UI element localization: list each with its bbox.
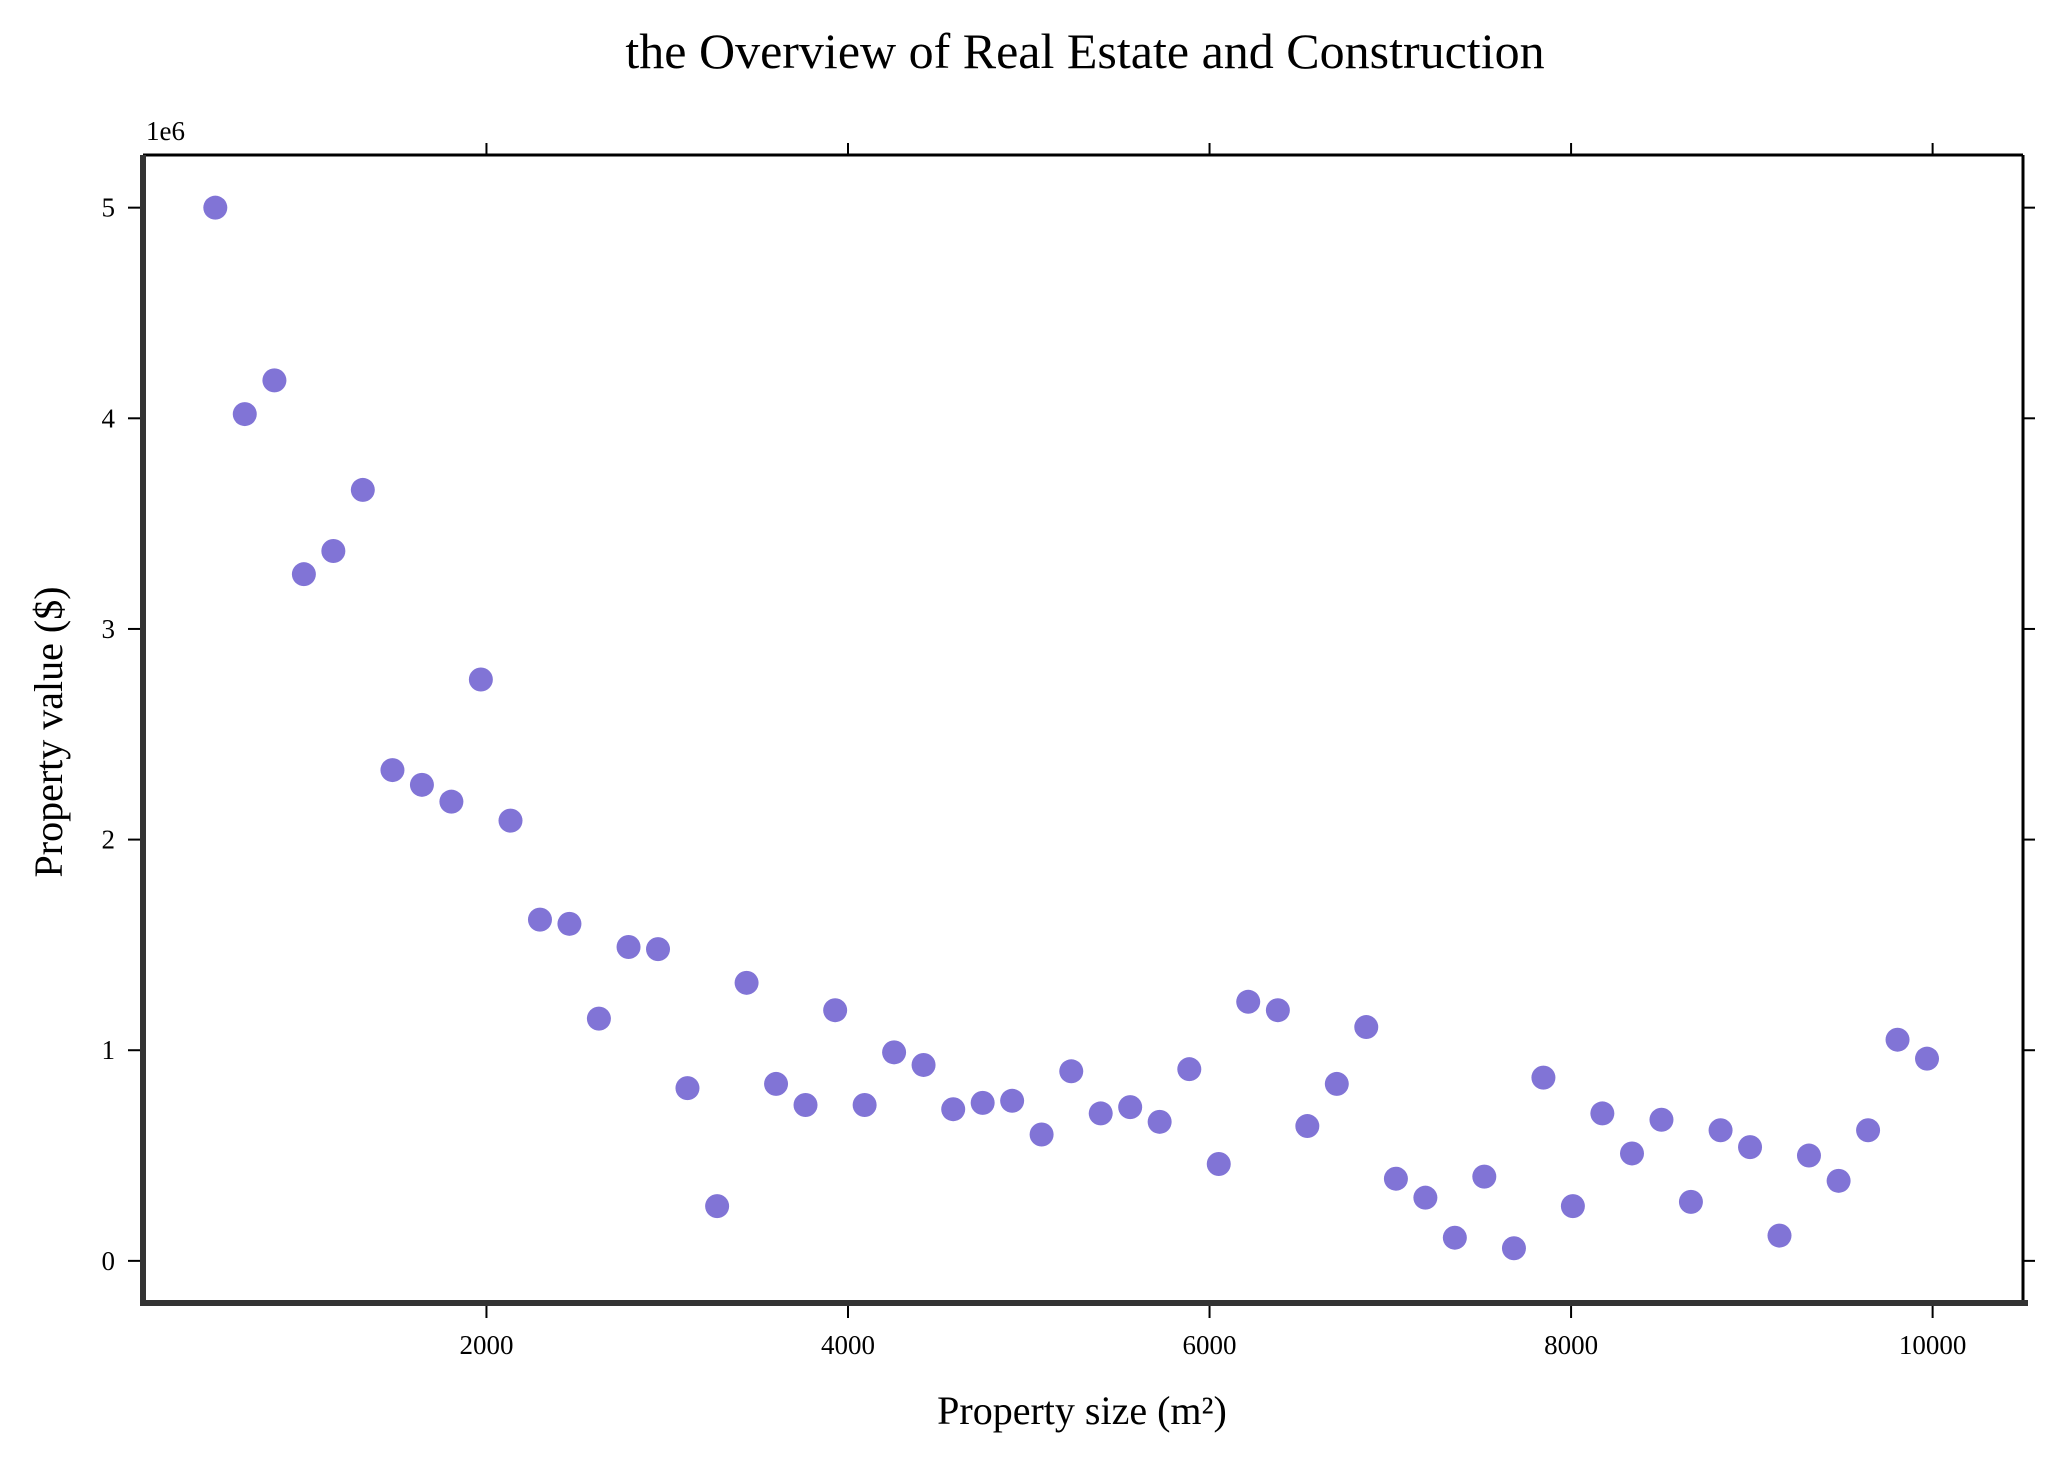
data-point bbox=[557, 911, 582, 936]
data-point bbox=[527, 907, 552, 932]
data-point bbox=[734, 970, 759, 995]
plot-frame bbox=[140, 153, 2028, 1306]
data-point bbox=[350, 477, 375, 502]
data-point bbox=[380, 758, 405, 783]
data-point bbox=[1649, 1107, 1674, 1132]
data-point bbox=[1738, 1135, 1763, 1160]
data-point bbox=[823, 998, 848, 1023]
data-point bbox=[1796, 1143, 1821, 1168]
x-axis: 2000 4000 6000 8000 10000 bbox=[459, 143, 1966, 1360]
data-point bbox=[1413, 1185, 1438, 1210]
data-point bbox=[1826, 1168, 1851, 1193]
data-point bbox=[882, 1040, 907, 1065]
data-point bbox=[970, 1090, 995, 1115]
data-point bbox=[439, 789, 464, 814]
data-point bbox=[1472, 1164, 1497, 1189]
data-point bbox=[1118, 1095, 1143, 1120]
y-tick-label: 3 bbox=[102, 614, 116, 644]
y-tick-label: 4 bbox=[102, 403, 116, 433]
data-point bbox=[1442, 1225, 1467, 1250]
data-point bbox=[468, 667, 493, 692]
y-axis-label: Property value ($) bbox=[26, 586, 71, 877]
data-point bbox=[1236, 989, 1261, 1014]
data-point bbox=[1354, 1015, 1379, 1040]
data-point bbox=[1560, 1194, 1585, 1219]
data-point bbox=[409, 772, 434, 797]
x-tick-label: 6000 bbox=[1183, 1330, 1237, 1360]
y-tick-label: 5 bbox=[102, 193, 116, 223]
data-point bbox=[1619, 1141, 1644, 1166]
data-point bbox=[941, 1097, 966, 1122]
data-point bbox=[1678, 1189, 1703, 1214]
data-point bbox=[586, 1006, 611, 1031]
y-tick-label: 0 bbox=[102, 1246, 116, 1276]
data-point bbox=[616, 935, 641, 960]
data-point bbox=[1767, 1223, 1792, 1248]
data-point bbox=[1856, 1118, 1881, 1143]
data-point bbox=[1029, 1122, 1054, 1147]
y-axis: 0 1 2 3 4 5 bbox=[102, 193, 2035, 1276]
data-points bbox=[203, 195, 1940, 1261]
data-point bbox=[793, 1092, 818, 1117]
data-point bbox=[232, 402, 257, 427]
data-point bbox=[646, 937, 671, 962]
data-point bbox=[764, 1071, 789, 1096]
x-tick-label: 2000 bbox=[459, 1330, 513, 1360]
data-point bbox=[1265, 998, 1290, 1023]
data-point bbox=[1885, 1027, 1910, 1052]
data-point bbox=[1501, 1236, 1526, 1261]
data-point bbox=[1590, 1101, 1615, 1126]
data-point bbox=[203, 195, 228, 220]
data-point bbox=[1915, 1046, 1940, 1071]
data-point bbox=[1295, 1114, 1320, 1139]
x-axis-label: Property size (m²) bbox=[937, 1388, 1227, 1433]
x-tick-label: 8000 bbox=[1544, 1330, 1598, 1360]
data-point bbox=[262, 368, 287, 393]
data-point bbox=[1147, 1109, 1172, 1134]
data-point bbox=[1206, 1151, 1231, 1176]
data-point bbox=[675, 1076, 700, 1101]
x-tick-label: 4000 bbox=[821, 1330, 875, 1360]
y-offset-label: 1e6 bbox=[146, 116, 185, 146]
data-point bbox=[1708, 1118, 1733, 1143]
data-point bbox=[1531, 1065, 1556, 1090]
x-tick-label: 10000 bbox=[1899, 1330, 1967, 1360]
data-point bbox=[1177, 1057, 1202, 1082]
data-point bbox=[705, 1194, 730, 1219]
data-point bbox=[1059, 1059, 1084, 1084]
data-point bbox=[1088, 1101, 1113, 1126]
data-point bbox=[911, 1052, 936, 1077]
data-point bbox=[321, 539, 346, 564]
y-tick-label: 1 bbox=[102, 1035, 116, 1065]
data-point bbox=[1383, 1166, 1408, 1191]
data-point bbox=[852, 1092, 877, 1117]
data-point bbox=[291, 562, 316, 587]
data-point bbox=[498, 808, 523, 833]
data-point bbox=[1000, 1088, 1025, 1113]
y-tick-label: 2 bbox=[102, 825, 116, 855]
data-point bbox=[1324, 1071, 1349, 1096]
chart-title: the Overview of Real Estate and Construc… bbox=[625, 23, 1544, 79]
